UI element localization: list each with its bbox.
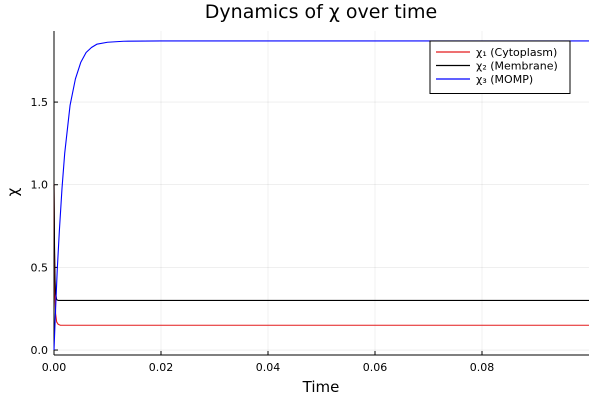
y-axis-label: χ: [4, 187, 22, 196]
series-group: [53, 40, 589, 351]
y-tick-label: 0.0: [31, 344, 49, 357]
y-tick-label: 1.0: [31, 179, 49, 192]
y-tick-label: 1.5: [31, 96, 49, 109]
legend-label-2: χ₂ (Membrane): [476, 60, 558, 73]
x-tick-label: 0.06: [363, 361, 388, 374]
grid: [53, 31, 589, 355]
x-axis-label: Time: [302, 378, 340, 396]
series-line-1: [53, 184, 589, 326]
x-tick-label: 0.00: [42, 361, 67, 374]
legend-label-3: χ₃ (MOMP): [476, 73, 533, 86]
y-tick-label: 0.5: [31, 261, 49, 274]
legend-box: [429, 40, 571, 94]
x-tick-label: 0.04: [256, 361, 281, 374]
series-line-2: [53, 184, 589, 301]
legend: χ₁ (Cytoplasm)χ₂ (Membrane)χ₃ (MOMP): [429, 40, 571, 94]
legend-label-1: χ₁ (Cytoplasm): [476, 46, 557, 59]
x-tick-label: 0.08: [470, 361, 495, 374]
x-tick-label: 0.02: [149, 361, 174, 374]
chart-title: Dynamics of χ over time: [205, 1, 437, 23]
ticks: 0.00 0.02 0.04 0.06 0.08 0.0 0.5 1.0 1.5: [31, 96, 495, 374]
series-line-3: [53, 40, 589, 351]
